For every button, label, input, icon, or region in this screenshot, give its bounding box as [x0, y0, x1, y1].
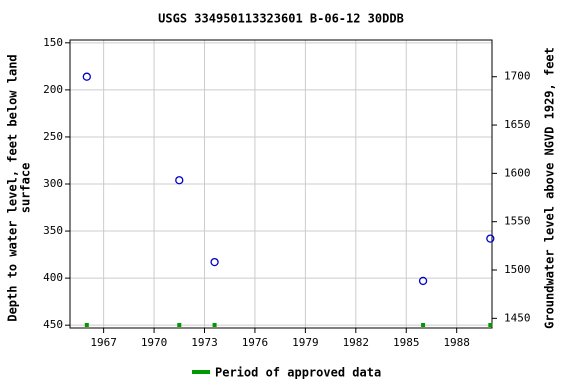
y2-tick-label: 1450	[504, 311, 531, 324]
approved-period	[488, 323, 493, 327]
y2-axis-label: Groundwater level above NGVD 1929, feet	[543, 47, 557, 329]
y-axis-label: Depth to water level, feet below land	[6, 54, 20, 321]
y2-tick-label: 1650	[504, 118, 531, 131]
data-point	[175, 176, 184, 185]
y-tick-label: 450	[43, 318, 63, 331]
x-tick-label: 1967	[90, 336, 117, 349]
x-tick-label: 1988	[443, 336, 470, 349]
y-tick-label: 250	[43, 130, 63, 143]
data-point	[210, 257, 219, 267]
y-axis-label: surface	[19, 163, 33, 214]
approved-period	[212, 323, 217, 327]
approved-period	[84, 323, 89, 327]
y2-tick-label: 1500	[504, 263, 531, 276]
y-tick-label: 150	[43, 36, 63, 49]
data-point	[418, 276, 428, 286]
approved-period	[421, 323, 426, 327]
y2-tick-label: 1550	[504, 215, 531, 228]
y2-tick-label: 1700	[504, 70, 531, 83]
x-tick-label: 1976	[242, 336, 269, 349]
plot-frame	[69, 39, 493, 329]
x-tick-label: 1979	[292, 336, 319, 349]
y2-tick-label: 1600	[504, 166, 531, 179]
chart-title: USGS 334950113323601 B-06-12 30DDB	[158, 12, 404, 26]
x-tick-label: 1973	[191, 336, 218, 349]
x-tick-label: 1985	[393, 336, 420, 349]
approved-period	[177, 323, 182, 327]
y-tick-label: 400	[43, 271, 63, 284]
y-tick-label: 300	[43, 177, 63, 190]
x-tick-label: 1982	[343, 336, 370, 349]
y-tick-label: 350	[43, 224, 63, 237]
data-point	[82, 72, 91, 81]
data-point	[486, 234, 495, 243]
x-tick-label: 1970	[141, 336, 168, 349]
legend-label: Period of approved data	[215, 366, 381, 380]
y-tick-label: 200	[43, 83, 63, 96]
